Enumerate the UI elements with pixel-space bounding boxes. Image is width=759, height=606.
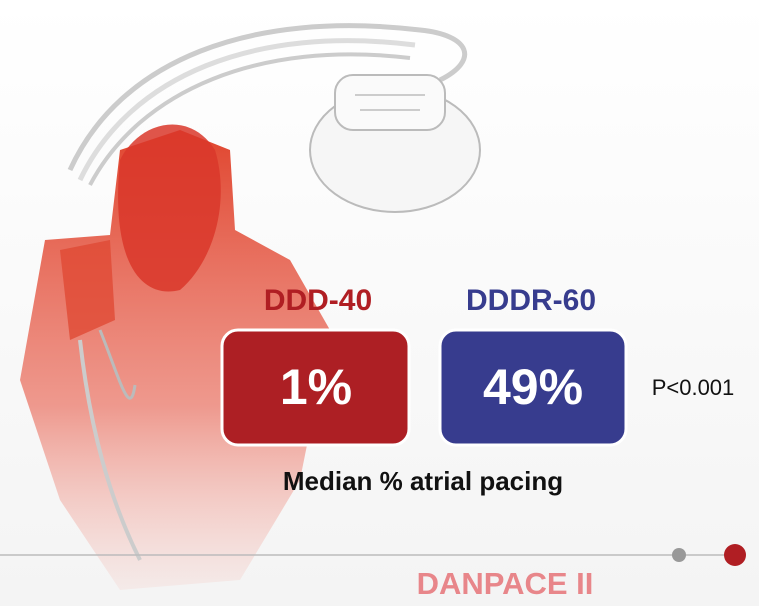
dot <box>724 544 746 566</box>
p-value: P<0.001 <box>652 375 735 400</box>
dot <box>672 548 686 562</box>
caption: Median % atrial pacing <box>283 466 563 496</box>
group-label: DDDR-60 <box>466 284 596 317</box>
pacemaker-illustration <box>309 74 481 213</box>
value-text: 49% <box>483 359 583 415</box>
value-text: 1% <box>280 359 352 415</box>
value-box <box>438 328 628 447</box>
heart-illustration <box>20 23 468 590</box>
group-label: DDD-40 <box>264 284 372 317</box>
value-box <box>220 328 411 447</box>
footer: DANPACE II <box>417 566 594 601</box>
